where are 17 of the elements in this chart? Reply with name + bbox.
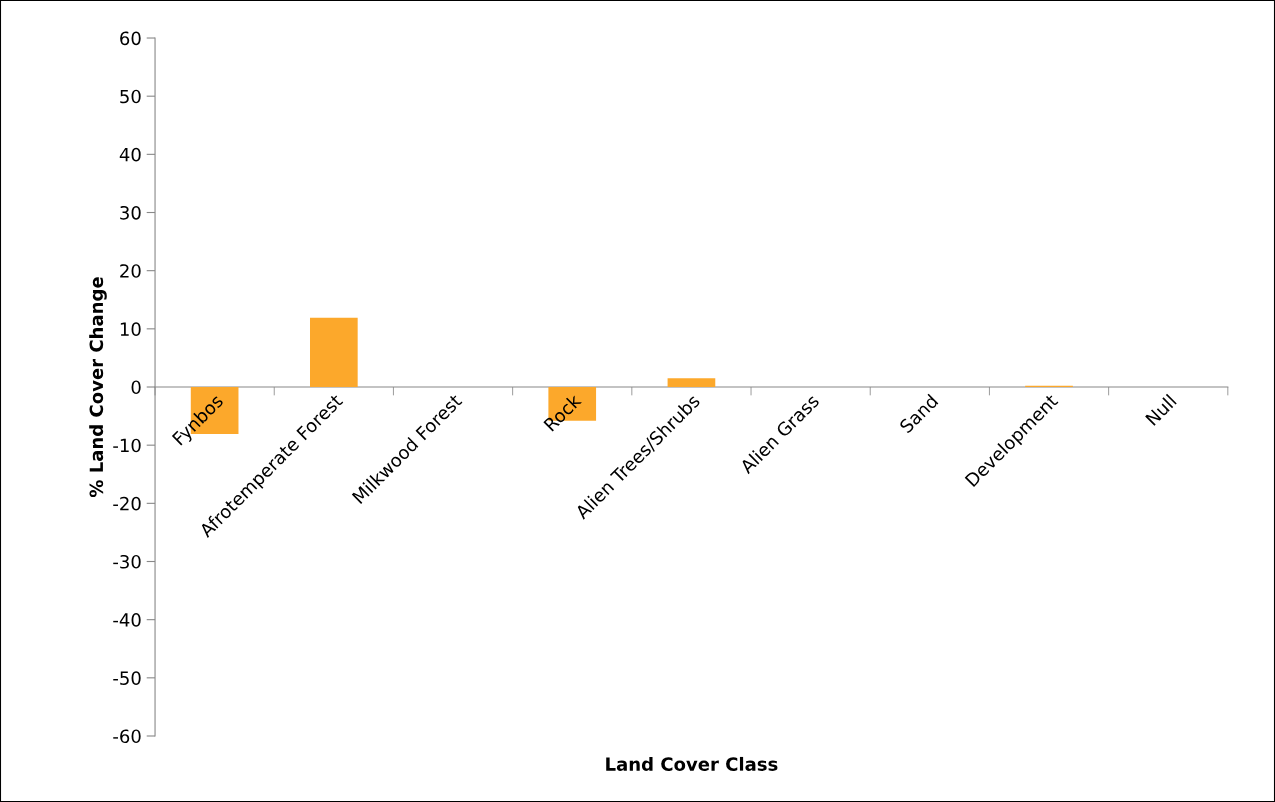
- y-tick-label: -60: [113, 729, 141, 744]
- y-tick-label: -20: [113, 496, 141, 511]
- y-tick-label: 50: [120, 89, 141, 104]
- y-tick-label: 20: [120, 264, 141, 278]
- bar: [667, 378, 716, 388]
- y-tick-label: -10: [113, 438, 141, 453]
- y-tick-label: -40: [113, 613, 141, 627]
- y-tick-label: 60: [120, 31, 141, 46]
- y-tick-label: -50: [113, 671, 141, 685]
- bar: [310, 317, 358, 388]
- y-tick-label: 10: [120, 322, 141, 336]
- y-tick-label: 40: [119, 147, 141, 162]
- y-axis-title: % Land Cover Change: [89, 277, 107, 498]
- y-tick-label: 0: [131, 380, 141, 395]
- y-tick-label: 30: [120, 205, 141, 220]
- y-tick-label: -30: [113, 554, 141, 569]
- x-axis-title: Land Cover Class: [606, 756, 778, 771]
